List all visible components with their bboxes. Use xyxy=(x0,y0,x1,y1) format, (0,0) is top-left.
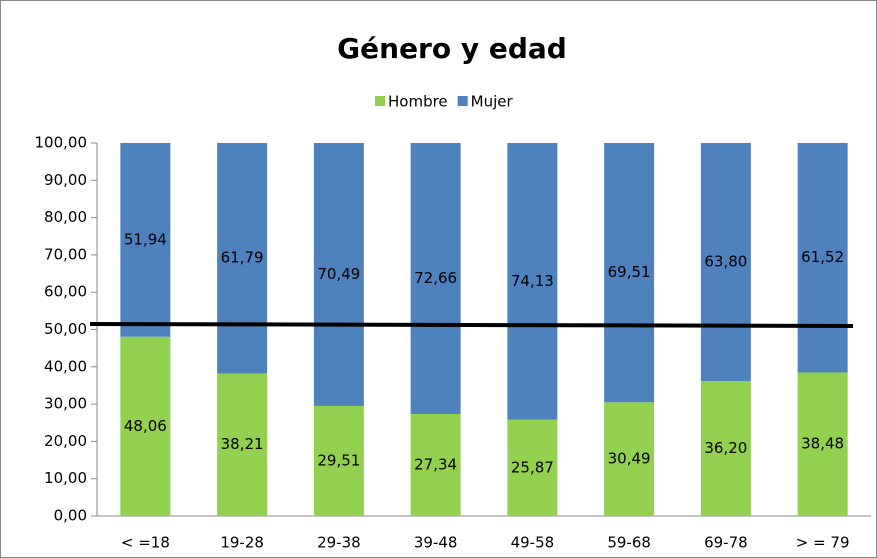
data-label: 27,34 xyxy=(414,456,457,474)
x-tick-label: 49-58 xyxy=(511,534,555,552)
data-label: 69,51 xyxy=(608,263,651,281)
y-tick-label: 40,00 xyxy=(44,357,87,375)
x-tick-label: 69-78 xyxy=(704,534,748,552)
y-tick-label: 70,00 xyxy=(44,245,87,263)
bar-segment xyxy=(313,405,364,516)
bar-segment xyxy=(797,143,848,373)
bar-segment xyxy=(217,143,268,374)
data-label: 70,49 xyxy=(317,265,360,283)
legend-swatch xyxy=(375,96,385,106)
x-tick-label: 59-68 xyxy=(607,534,651,552)
data-label: 30,49 xyxy=(608,450,651,468)
x-tick-label: 19-28 xyxy=(220,534,264,552)
legend-label: Mujer xyxy=(471,93,514,111)
data-label: 29,51 xyxy=(317,451,360,469)
reference-line xyxy=(89,322,854,328)
bar-segment xyxy=(410,143,461,415)
bar-segment xyxy=(410,414,461,516)
y-tick-label: 30,00 xyxy=(44,395,87,413)
bar-segment xyxy=(313,143,364,406)
y-tick-label: 90,00 xyxy=(44,171,87,189)
y-tick-label: 20,00 xyxy=(44,432,87,450)
data-label: 63,80 xyxy=(704,252,747,270)
x-tick-label: < =18 xyxy=(121,534,170,552)
y-tick-label: 60,00 xyxy=(44,283,87,301)
data-label: 74,13 xyxy=(511,272,554,290)
bar-segment xyxy=(120,336,171,516)
data-label: 25,87 xyxy=(511,458,554,476)
data-label: 61,52 xyxy=(801,248,844,266)
bar-segment xyxy=(507,419,558,516)
data-label: 61,79 xyxy=(221,249,264,267)
bar-segment xyxy=(700,380,751,516)
bar-segment xyxy=(604,143,655,403)
data-label: 36,20 xyxy=(704,439,747,457)
y-tick-label: 80,00 xyxy=(44,208,87,226)
y-tick-label: 50,00 xyxy=(44,320,87,338)
legend-swatch xyxy=(457,96,468,106)
bar-segment xyxy=(700,143,751,381)
y-tick-label: 0,00 xyxy=(54,507,87,525)
plot: Hombre Mujer 0,00 10,00 20,00 30,00 40,00 50,00… xyxy=(35,93,871,552)
bar-segment xyxy=(120,143,171,337)
data-label: 51,94 xyxy=(124,230,167,248)
bar-segment xyxy=(217,373,268,516)
y-tick-label: 100,00 xyxy=(35,134,88,152)
bar-segment xyxy=(604,402,655,516)
data-label: 72,66 xyxy=(414,269,457,287)
data-label: 38,21 xyxy=(221,435,264,453)
x-tick-label: 39-48 xyxy=(414,534,458,552)
x-tick-label: > = 79 xyxy=(796,534,850,552)
data-label: 38,48 xyxy=(801,435,844,453)
chart-title: Género y edad xyxy=(337,32,567,65)
bar-segment xyxy=(507,143,558,420)
bar-segment xyxy=(797,372,848,516)
legend-label: Hombre xyxy=(388,93,448,111)
y-tick-label: 10,00 xyxy=(44,469,87,487)
data-label: 48,06 xyxy=(124,417,167,435)
x-tick-label: 29-38 xyxy=(317,534,361,552)
